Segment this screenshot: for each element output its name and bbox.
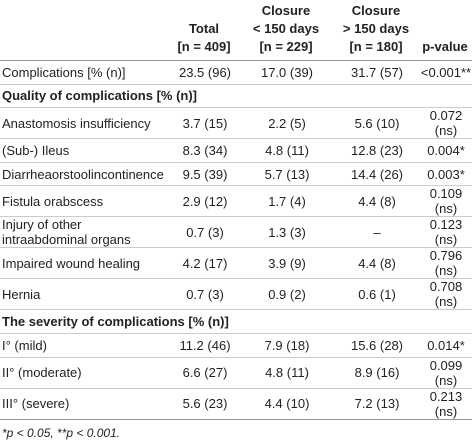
header-cell [0,0,170,61]
cell: 0.003* [418,162,472,187]
cell: 12.8 (23) [334,138,418,163]
cell: 2.9 (12) [170,185,238,218]
header-line: Closure [261,3,311,18]
cell: 5.6 (23) [170,388,238,420]
row-label: (Sub-) Ileus [0,138,170,163]
cell: 23.5 (96) [170,60,238,85]
header-line: p-value [422,39,468,54]
header-line: Closure [351,3,401,18]
section-label: Quality of complications [% (n)] [0,84,472,109]
cell: 0.9 (2) [238,278,334,311]
cell: 3.7 (15) [170,107,238,140]
cell: 0.6 (1) [334,278,418,311]
header-line: > 150 days [342,21,410,36]
cell: 7.9 (18) [238,333,334,358]
cell: 0.123 (ns) [418,216,472,249]
row-label: Fistula orabscess [0,185,170,218]
table-body: Complications [% (n)] 23.5 (96) 17.0 (39) 3… [0,60,472,420]
cell: 4.4 (8) [334,247,418,280]
row-label: I° (mild) [0,333,170,358]
row-label: II° (moderate) [0,357,170,389]
cell: 0.004* [418,138,472,163]
cell: 0.7 (3) [170,278,238,311]
data-row: Diarrheaorstoolincontinence 9.5 (39) 5.7 (… [0,162,472,187]
cell: 31.7 (57) [334,60,418,85]
header-cell: Total [n = 409] [170,0,238,61]
data-row: II° (moderate) 6.6 (27) 4.8 (11) 8.9 (16) 0.… [0,357,472,389]
data-row: Hernia 0.7 (3) 0.9 (2) 0.6 (1) 0.708 (ns) [0,278,472,311]
row-label: Diarrheaorstoolincontinence [0,162,170,187]
header-line: Total [188,21,220,36]
data-row: Impaired wound healing 4.2 (17) 3.9 (9) 4.4… [0,247,472,280]
row-label: Hernia [0,278,170,311]
cell: 0.796 (ns) [418,247,472,280]
cell: 6.6 (27) [170,357,238,389]
data-row: Fistula orabscess 2.9 (12) 1.7 (4) 4.4 (8) 0… [0,185,472,218]
row-label: Injury of other intraabdominal organs [0,216,170,249]
header-cell: Closure > 150 days [n = 180] [334,0,418,61]
cell: 4.4 (8) [334,185,418,218]
cell: 0.7 (3) [170,216,238,249]
cell: 0.099 (ns) [418,357,472,389]
header-row: Total [n = 409] Closure < 150 days [n = 229]… [0,0,472,61]
header-line: [n = 409] [177,39,231,54]
cell: 0.072 (ns) [418,107,472,140]
cell: 15.6 (28) [334,333,418,358]
section-row: The severity of complications [% (n)] [0,309,472,334]
results-table: Total [n = 409] Closure < 150 days [n = 229]… [0,0,472,420]
cell: 5.7 (13) [238,162,334,187]
section-row: Quality of complications [% (n)] [0,84,472,109]
cell: 8.3 (34) [170,138,238,163]
data-row: I° (mild) 11.2 (46) 7.9 (18) 15.6 (28) 0.014… [0,333,472,358]
cell: 4.2 (17) [170,247,238,280]
cell: 7.2 (13) [334,388,418,420]
data-row: Anastomosis insufficiency 3.7 (15) 2.2 (5)… [0,107,472,140]
cell: 14.4 (26) [334,162,418,187]
cell: 0.109 (ns) [418,185,472,218]
data-row: Injury of other intraabdominal organs 0.7… [0,216,472,249]
cell: 8.9 (16) [334,357,418,389]
row-label: Complications [% (n)] [0,60,170,85]
cell: 1.7 (4) [238,185,334,218]
cell: 0.213 (ns) [418,388,472,420]
header-cell: p-value [418,0,472,61]
cell: <0.001** [418,60,472,85]
cell: 11.2 (46) [170,333,238,358]
cell: 3.9 (9) [238,247,334,280]
row-label: III° (severe) [0,388,170,420]
data-row: III° (severe) 5.6 (23) 4.4 (10) 7.2 (13) 0.2… [0,388,472,420]
cell: 17.0 (39) [238,60,334,85]
cell: 2.2 (5) [238,107,334,140]
header-line: [n = 229] [259,39,313,54]
row-label: Anastomosis insufficiency [0,107,170,140]
header-line: [n = 180] [349,39,403,54]
cell: 0.014* [418,333,472,358]
footnote: *p < 0.05, **p < 0.001. [2,425,121,440]
data-row: (Sub-) Ileus 8.3 (34) 4.8 (11) 12.8 (23) 0.0… [0,138,472,163]
cell: 4.8 (11) [238,138,334,163]
header-cell: Closure < 150 days [n = 229] [238,0,334,61]
cell: 4.4 (10) [238,388,334,420]
cell: 9.5 (39) [170,162,238,187]
cell: 1.3 (3) [238,216,334,249]
header-line: < 150 days [252,21,320,36]
cell: 0.708 (ns) [418,278,472,311]
cell: – [334,216,418,249]
data-row: Complications [% (n)] 23.5 (96) 17.0 (39) 3… [0,60,472,85]
cell: 4.8 (11) [238,357,334,389]
row-label: Impaired wound healing [0,247,170,280]
section-label: The severity of complications [% (n)] [0,309,472,334]
cell: 5.6 (10) [334,107,418,140]
